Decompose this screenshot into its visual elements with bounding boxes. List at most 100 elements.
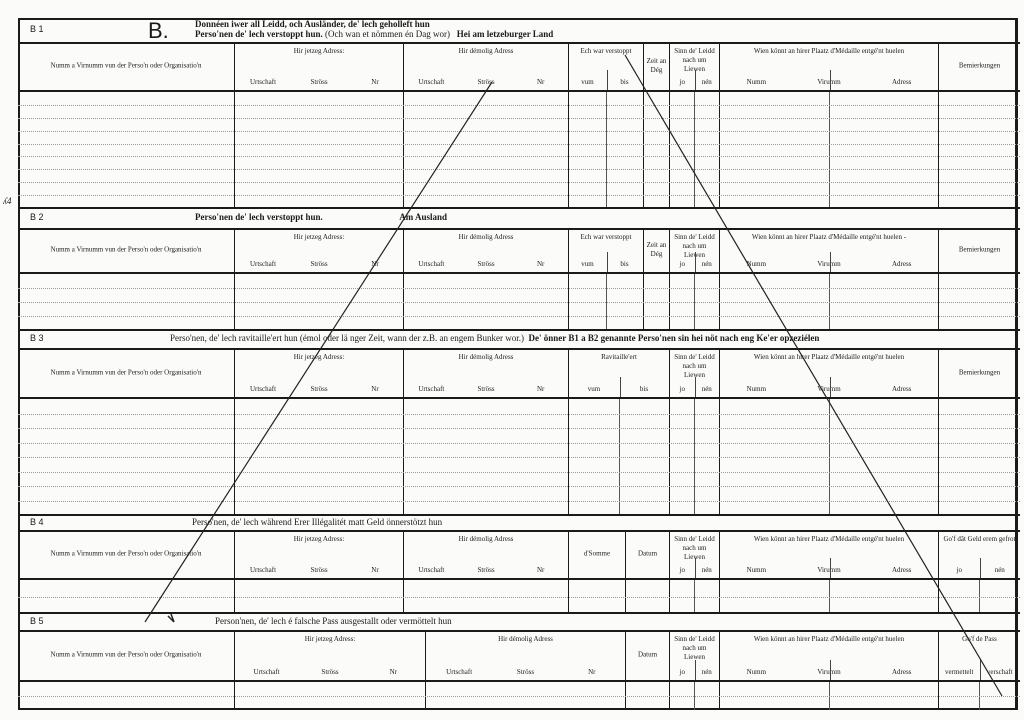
sub-column-label: Adress bbox=[891, 385, 912, 393]
section-title-row: B 5 Person'nen, de' lech é falsche Pass a… bbox=[18, 613, 1020, 632]
sub-column-label: Ströss bbox=[516, 668, 535, 676]
sub-column-divider bbox=[829, 70, 831, 90]
title-segment: Donnéen iwer all Leidd, och Ausländer, d… bbox=[195, 19, 430, 29]
section-separator bbox=[18, 514, 1020, 516]
section-b1: B 1 Donnéen iwer all Leidd, och Ausländer… bbox=[18, 18, 1020, 209]
column-label: Zeit an Dég bbox=[646, 57, 667, 74]
column-label: Datum bbox=[637, 650, 658, 659]
column-label: Wien könnt an hirer Plaatz d'Médaille en… bbox=[751, 233, 907, 241]
sub-column-divider bbox=[695, 377, 696, 397]
sub-column-divider bbox=[606, 70, 608, 90]
section-title: Perso'nen, de' lech ravitaille'ert hun (… bbox=[170, 333, 819, 343]
sub-column-label: verschaft bbox=[986, 668, 1013, 676]
section-id: B 5 bbox=[30, 615, 44, 626]
margin-note: ʎ4 bbox=[3, 196, 12, 206]
column-header-row: Numm a Virnumm vun der Perso'n oder Orga… bbox=[18, 42, 1020, 92]
column-header: Sinn de' Leidd nach um Liewen jo nén bbox=[669, 348, 719, 397]
column-label: Ech war verstoppt bbox=[580, 233, 632, 241]
column-header: Hir démolig Adress Urtschaft Ströss Nr bbox=[403, 42, 568, 90]
sub-column-label: Urtschaft bbox=[418, 385, 445, 393]
sub-column-label: Ströss bbox=[477, 260, 495, 268]
column-header: Wien könnt an hirer Plaatz d'Médaille en… bbox=[719, 530, 938, 578]
title-segment: Perso'nen, de' lech ravitaille'ert hun (… bbox=[170, 333, 529, 343]
sub-column-label: nén bbox=[701, 385, 712, 393]
column-header: Numm a Virnumm vun der Perso'n oder Orga… bbox=[18, 228, 234, 272]
sub-column-labels: Urtschaft Ströss Nr bbox=[426, 668, 625, 676]
title-segment: Perso'nen de' lech verstoppt hun. bbox=[195, 212, 323, 222]
column-label: Wien könnt an hirer Plaatz d'Médaille en… bbox=[753, 535, 905, 543]
column-label: Zeit an Dég bbox=[646, 241, 667, 258]
sub-column-divider bbox=[695, 252, 696, 272]
section-title-row: B 3 Perso'nen, de' lech ravitaille'ert hu… bbox=[18, 330, 1020, 350]
sub-column-label: bis bbox=[620, 78, 629, 86]
column-label: Wien könnt an hirer Plaatz d'Médaille en… bbox=[753, 635, 905, 643]
column-label: d'Somme bbox=[583, 549, 611, 558]
sub-column-label: Nr bbox=[371, 566, 379, 574]
column-header: Datum bbox=[625, 530, 669, 578]
column-label: Ech war verstoppt bbox=[580, 47, 632, 55]
column-header: Sinn de' Leidd nach um Liewen jo nén bbox=[669, 530, 719, 578]
column-header-row: Numm a Virnumm vun der Perso'n oder Orga… bbox=[18, 530, 1020, 580]
sub-column-label: Adress bbox=[891, 78, 912, 86]
sub-column-label: Nr bbox=[536, 78, 545, 86]
sub-column-label: Ströss bbox=[321, 668, 339, 676]
sub-column-label: Urtschaft bbox=[249, 260, 277, 268]
sub-column-labels: Urtschaft Ströss Nr bbox=[404, 385, 568, 393]
column-header: Go'f dât Geld erem gefrot jo nén bbox=[938, 530, 1020, 578]
column-label: Hir jetzeg Adress: bbox=[293, 47, 345, 55]
entry-rows bbox=[18, 399, 1020, 515]
sub-column-label: Urtschaft bbox=[446, 668, 473, 676]
column-label: Numm a Virnumm vun der Perso'n oder Orga… bbox=[50, 549, 202, 558]
column-label: Wien könnt an hirer Plaatz d'Médaille en… bbox=[753, 353, 905, 361]
column-header: Numm a Virnumm vun der Perso'n oder Orga… bbox=[18, 630, 234, 680]
column-header: Numm a Virnumm vun der Perso'n oder Orga… bbox=[18, 530, 234, 578]
sub-column-labels: Numm Virumm Adress bbox=[720, 385, 938, 393]
sub-column-labels: Urtschaft Ströss Nr bbox=[235, 566, 403, 574]
sub-column-labels: Urtschaft Ströss Nr bbox=[235, 78, 403, 86]
body-column-line bbox=[403, 92, 404, 208]
entry-row-line bbox=[18, 442, 1020, 444]
sub-column-labels: Urtschaft Ströss Nr bbox=[235, 385, 403, 393]
sub-column-divider bbox=[829, 558, 831, 578]
section-id: B 1 bbox=[30, 24, 44, 34]
column-header: Wien könnt an hirer Plaatz d'Médaille en… bbox=[719, 348, 938, 397]
sub-column-label: Nr bbox=[371, 78, 379, 86]
column-header: Bemierkungen bbox=[938, 228, 1020, 272]
sub-column-label: Numm bbox=[746, 385, 767, 393]
sub-column-label: Virumm bbox=[817, 260, 841, 268]
body-column-line bbox=[938, 92, 939, 208]
body-column-line bbox=[719, 92, 720, 208]
column-header: Hir démolig Adress Urtschaft Ströss Nr bbox=[425, 630, 625, 680]
sub-column-label: Urtschaft bbox=[249, 78, 277, 86]
sub-column-label: Virumm bbox=[817, 385, 841, 393]
entry-row-line bbox=[18, 288, 1020, 289]
sub-column-label: Virumm bbox=[817, 566, 841, 574]
entry-row-line bbox=[18, 457, 1020, 458]
section-b3: B 3 Perso'nen, de' lech ravitaille'ert hu… bbox=[18, 330, 1020, 516]
column-label: Hir démolig Adress bbox=[458, 47, 514, 55]
section-b2: B 2 Perso'nen de' lech verstoppt hun. Am … bbox=[18, 208, 1020, 331]
sub-column-divider bbox=[980, 660, 981, 680]
sub-column-label: Nr bbox=[371, 385, 379, 393]
sub-column-label: Virumm bbox=[817, 668, 841, 676]
entry-row-line bbox=[18, 500, 1020, 502]
entry-row-line bbox=[18, 195, 1020, 197]
entry-rows bbox=[18, 682, 1020, 710]
sub-column-divider bbox=[695, 558, 696, 578]
column-label: Numm a Virnumm vun der Perso'n oder Orga… bbox=[50, 368, 202, 376]
column-label: Hir démolig Adress bbox=[458, 233, 514, 241]
entry-rows bbox=[18, 92, 1020, 208]
sub-column-label: Ströss bbox=[477, 566, 495, 574]
entry-row-line bbox=[18, 169, 1020, 171]
column-label: Wien könnt an hirer Plaatz d'Médaille en… bbox=[753, 47, 905, 55]
sub-column-label: nén bbox=[701, 260, 712, 268]
sub-column-label: Adress bbox=[891, 566, 912, 574]
entry-row-line bbox=[18, 182, 1020, 184]
section-title: Perso'nen de' lech verstoppt hun. Am Aus… bbox=[195, 212, 447, 222]
sub-column-label: Nr bbox=[536, 385, 545, 393]
column-label: Hir jetzeg Adress: bbox=[293, 535, 345, 543]
sub-column-label: nén bbox=[701, 668, 712, 676]
sub-column-label: Numm bbox=[746, 78, 767, 86]
sub-column-label: Urtschaft bbox=[418, 566, 445, 574]
